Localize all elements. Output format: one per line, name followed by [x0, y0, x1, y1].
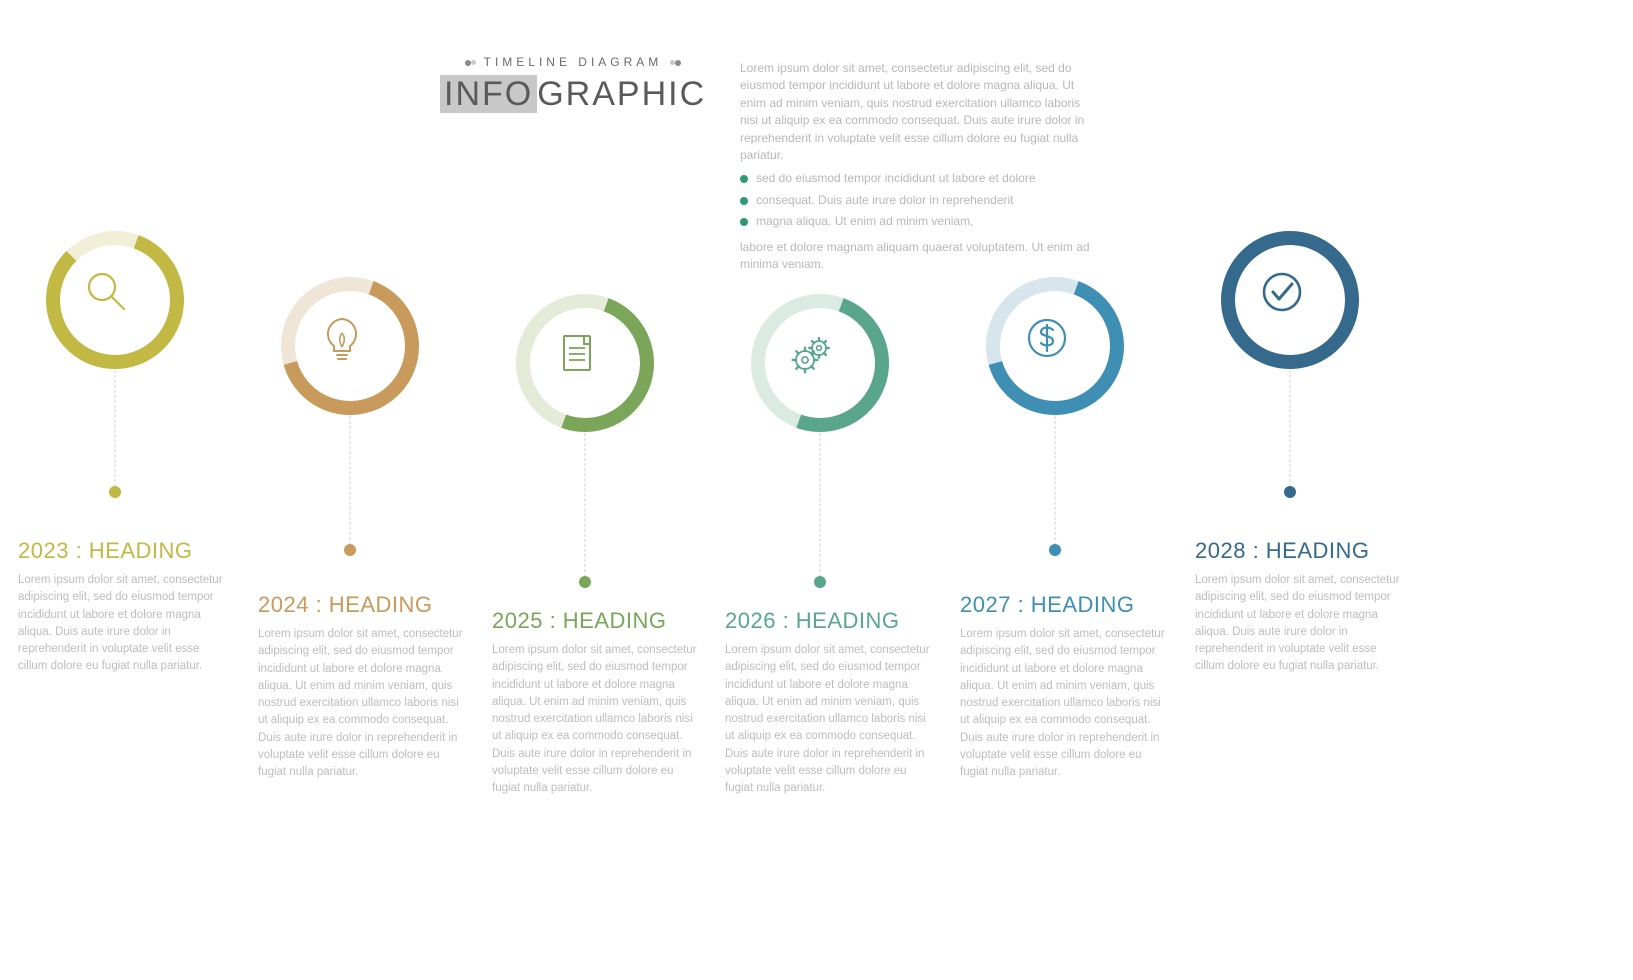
step-stem-2025	[585, 433, 586, 582]
step-circle-2026	[750, 293, 890, 433]
step-text-2025: 2025 : HEADING Lorem ipsum dolor sit ame…	[492, 608, 702, 797]
step-label: HEADING	[563, 608, 667, 633]
search-icon	[80, 265, 150, 335]
step-dot-2024	[344, 544, 356, 556]
step-text-2023: 2023 : HEADING Lorem ipsum dolor sit ame…	[18, 538, 228, 676]
step-dot-2026	[814, 576, 826, 588]
step-label: HEADING	[1266, 538, 1370, 563]
step-heading-2028: 2028 : HEADING	[1195, 538, 1405, 564]
step-text-2027: 2027 : HEADING Lorem ipsum dolor sit ame…	[960, 592, 1170, 781]
step-year: 2023	[18, 538, 69, 563]
step-year: 2026	[725, 608, 776, 633]
step-circle-2025	[515, 293, 655, 433]
step-label: HEADING	[89, 538, 193, 563]
step-year: 2028	[1195, 538, 1246, 563]
step-text-2024: 2024 : HEADING Lorem ipsum dolor sit ame…	[258, 592, 468, 781]
dollar-icon	[1020, 311, 1090, 381]
step-label: HEADING	[796, 608, 900, 633]
step-year: 2025	[492, 608, 543, 633]
step-body-2023: Lorem ipsum dolor sit amet, consectetur …	[18, 572, 228, 676]
step-stem-2028	[1290, 370, 1291, 492]
step-stem-2024	[350, 416, 351, 550]
step-label: HEADING	[329, 592, 433, 617]
step-stem-2027	[1055, 416, 1056, 550]
step-stem-2026	[820, 433, 821, 582]
step-body-2027: Lorem ipsum dolor sit amet, consectetur …	[960, 626, 1170, 781]
step-heading-2025: 2025 : HEADING	[492, 608, 702, 634]
step-heading-2024: 2024 : HEADING	[258, 592, 468, 618]
step-dot-2023	[109, 486, 121, 498]
step-label: HEADING	[1031, 592, 1135, 617]
step-stem-2023	[115, 370, 116, 492]
step-circle-2023	[45, 230, 185, 370]
step-heading-2026: 2026 : HEADING	[725, 608, 935, 634]
bulb-icon	[315, 311, 385, 381]
step-body-2026: Lorem ipsum dolor sit amet, consectetur …	[725, 642, 935, 797]
step-circle-2024	[280, 276, 420, 416]
infographic-canvas: TIMELINE DIAGRAM INFOGRAPHIC Lorem ipsum…	[0, 0, 1633, 980]
step-dot-2028	[1284, 486, 1296, 498]
check-icon	[1255, 265, 1325, 335]
step-body-2025: Lorem ipsum dolor sit amet, consectetur …	[492, 642, 702, 797]
step-dot-2027	[1049, 544, 1061, 556]
step-heading-2027: 2027 : HEADING	[960, 592, 1170, 618]
step-dot-2025	[579, 576, 591, 588]
gears-icon	[785, 328, 855, 398]
timeline-items: 2023 : HEADING Lorem ipsum dolor sit ame…	[0, 0, 1633, 980]
document-icon	[550, 328, 620, 398]
step-body-2024: Lorem ipsum dolor sit amet, consectetur …	[258, 626, 468, 781]
step-year: 2027	[960, 592, 1011, 617]
step-text-2026: 2026 : HEADING Lorem ipsum dolor sit ame…	[725, 608, 935, 797]
step-heading-2023: 2023 : HEADING	[18, 538, 228, 564]
step-year: 2024	[258, 592, 309, 617]
step-circle-2028	[1220, 230, 1360, 370]
step-text-2028: 2028 : HEADING Lorem ipsum dolor sit ame…	[1195, 538, 1405, 676]
step-circle-2027	[985, 276, 1125, 416]
step-body-2028: Lorem ipsum dolor sit amet, consectetur …	[1195, 572, 1405, 676]
